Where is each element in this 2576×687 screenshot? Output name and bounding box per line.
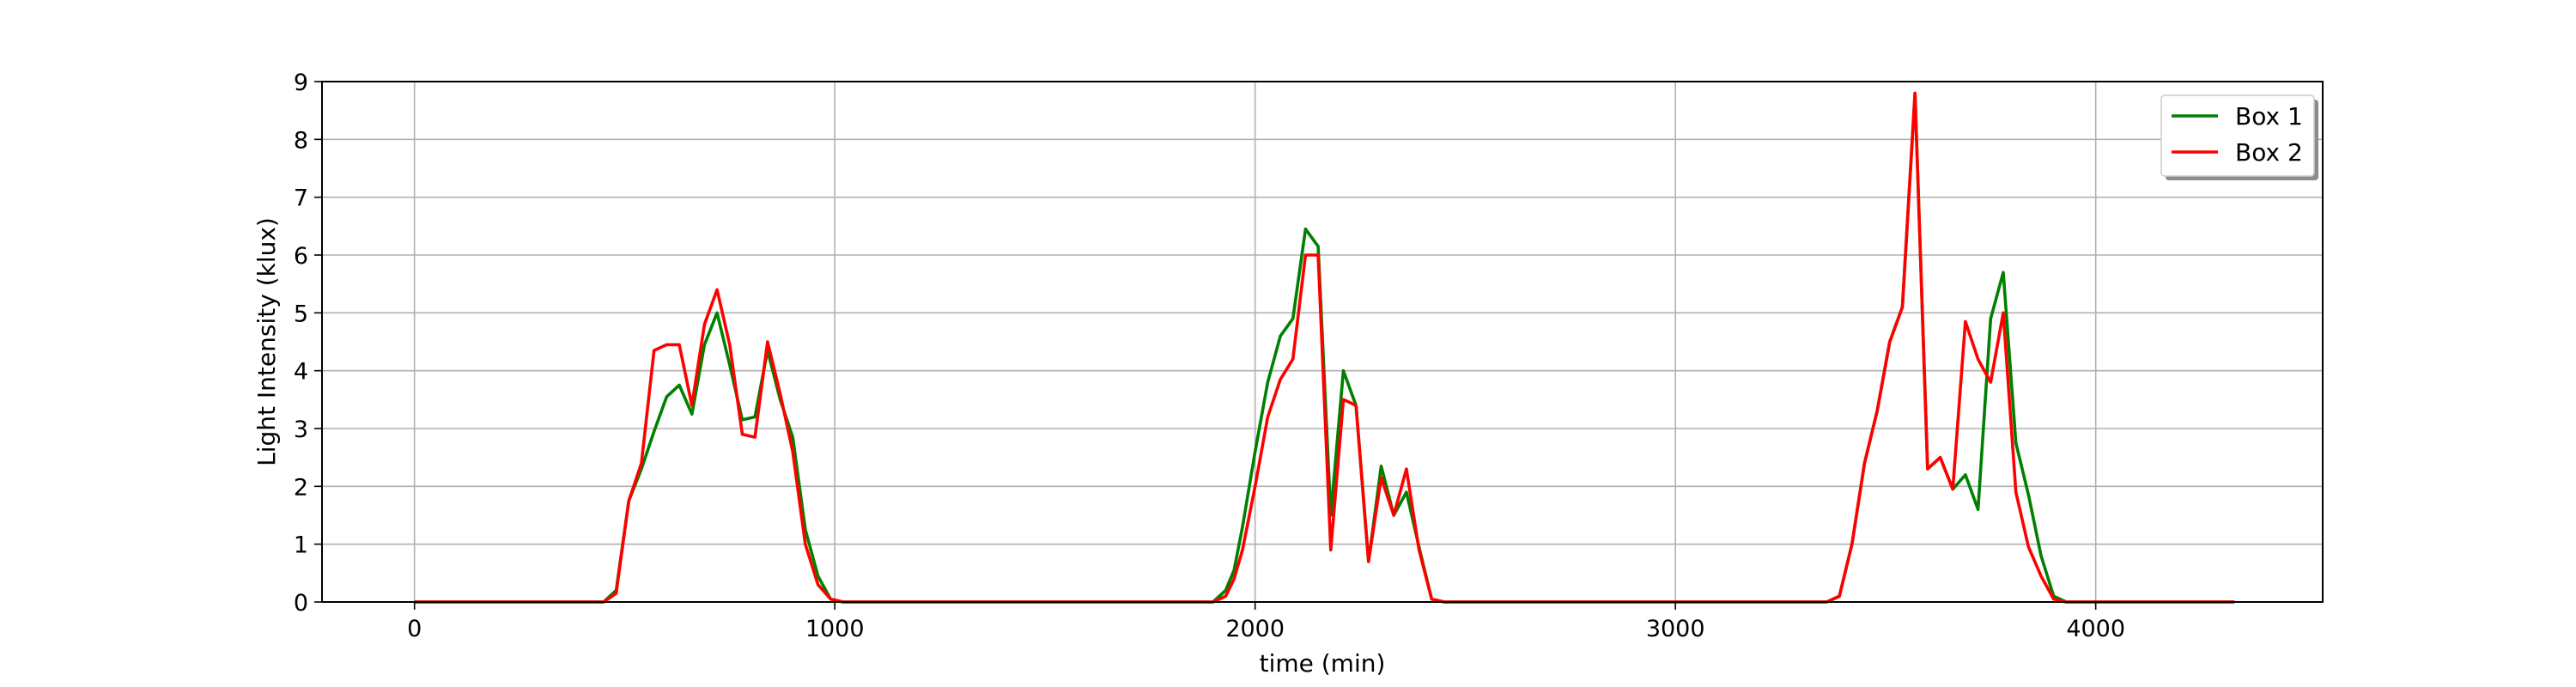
axis-ticks: 0 1000 2000 3000 4000 0 1 2 3 4 5 6 7 8 9 xyxy=(294,70,2125,642)
y-tick-label: 0 xyxy=(294,590,308,617)
legend-label: Box 1 xyxy=(2235,102,2303,131)
legend: Box 1 Box 2 xyxy=(2160,94,2318,180)
x-tick-label: 2000 xyxy=(1225,616,1285,642)
y-tick-label: 5 xyxy=(294,301,308,327)
x-tick-label: 1000 xyxy=(805,616,865,642)
x-tick-label: 4000 xyxy=(2066,616,2125,642)
y-axis-label: Light Intensity (klux) xyxy=(252,217,281,466)
legend-label: Box 2 xyxy=(2235,138,2303,167)
x-tick-label: 3000 xyxy=(1646,616,1705,642)
y-tick-label: 2 xyxy=(294,474,308,501)
y-tick-label: 4 xyxy=(294,359,308,386)
x-axis-label: time (min) xyxy=(1260,649,1386,678)
series-line-box-2 xyxy=(414,91,2235,604)
series-line-box-1 xyxy=(414,91,2235,604)
plot-frame xyxy=(321,81,2324,603)
x-tick-label: 0 xyxy=(407,616,422,642)
series-layer xyxy=(414,91,2235,604)
y-tick-label: 1 xyxy=(294,532,308,559)
y-tick-label: 8 xyxy=(294,127,308,154)
y-tick-label: 7 xyxy=(294,185,308,212)
y-tick-label: 6 xyxy=(294,243,308,270)
y-tick-label: 9 xyxy=(294,70,308,96)
y-tick-label: 3 xyxy=(294,416,308,443)
